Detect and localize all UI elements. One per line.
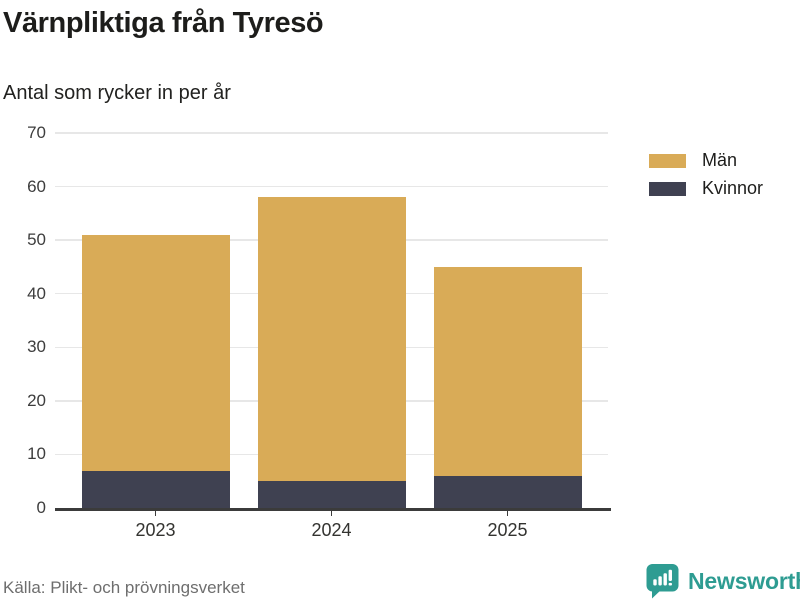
- y-axis-label-30: 30: [27, 337, 46, 357]
- legend-swatch-women: [649, 181, 686, 196]
- legend-label-women: Kvinnor: [702, 178, 764, 198]
- y-axis-label-20: 20: [27, 390, 46, 410]
- x-axis-label-2023: 2023: [135, 520, 176, 540]
- x-axis-label-2025: 2025: [487, 520, 528, 540]
- y-axis-label-0: 0: [36, 498, 46, 517]
- y-axis-label-40: 40: [27, 283, 46, 303]
- legend-swatch-men: [649, 153, 686, 168]
- newsworthy-wordmark: Newsworthy: [688, 567, 800, 594]
- x-axis-line: [55, 508, 611, 511]
- bar-segment-kvinnor-2025: [433, 475, 582, 508]
- legend-item-women: Kvinnor: [649, 178, 763, 199]
- y-axis-label-10: 10: [27, 444, 46, 464]
- newsworthy-logo[interactable]: Newsworthy: [645, 563, 800, 599]
- x-tick-2023: [154, 509, 157, 516]
- bar-segment-män-2024: [257, 197, 406, 482]
- gridline-70: [55, 132, 608, 134]
- page-title: Värnpliktiga från Tyresö: [3, 7, 324, 39]
- gridline-60: [55, 185, 608, 188]
- chart-subtitle: Antal som rycker in per år: [3, 82, 231, 104]
- newsworthy-chart-bubble-icon: [646, 564, 679, 599]
- x-tick-2024: [330, 509, 333, 516]
- y-axis-label-60: 60: [27, 176, 46, 196]
- bar-segment-män-2025: [433, 266, 582, 476]
- legend-item-men: Män: [649, 150, 763, 171]
- bar-segment-kvinnor-2023: [81, 470, 230, 508]
- bar-segment-kvinnor-2024: [257, 481, 406, 508]
- y-axis-label-50: 50: [27, 230, 46, 250]
- x-tick-2025: [506, 509, 509, 516]
- bar-segment-män-2023: [81, 234, 230, 471]
- plot-area: [55, 132, 611, 511]
- x-axis-label-2024: 2024: [311, 520, 352, 540]
- legend: Män Kvinnor: [649, 150, 763, 206]
- source-attribution: Källa: Plikt- och prövningsverket: [3, 578, 245, 597]
- y-axis-label-70: 70: [27, 123, 46, 142]
- legend-label-men: Män: [702, 150, 738, 170]
